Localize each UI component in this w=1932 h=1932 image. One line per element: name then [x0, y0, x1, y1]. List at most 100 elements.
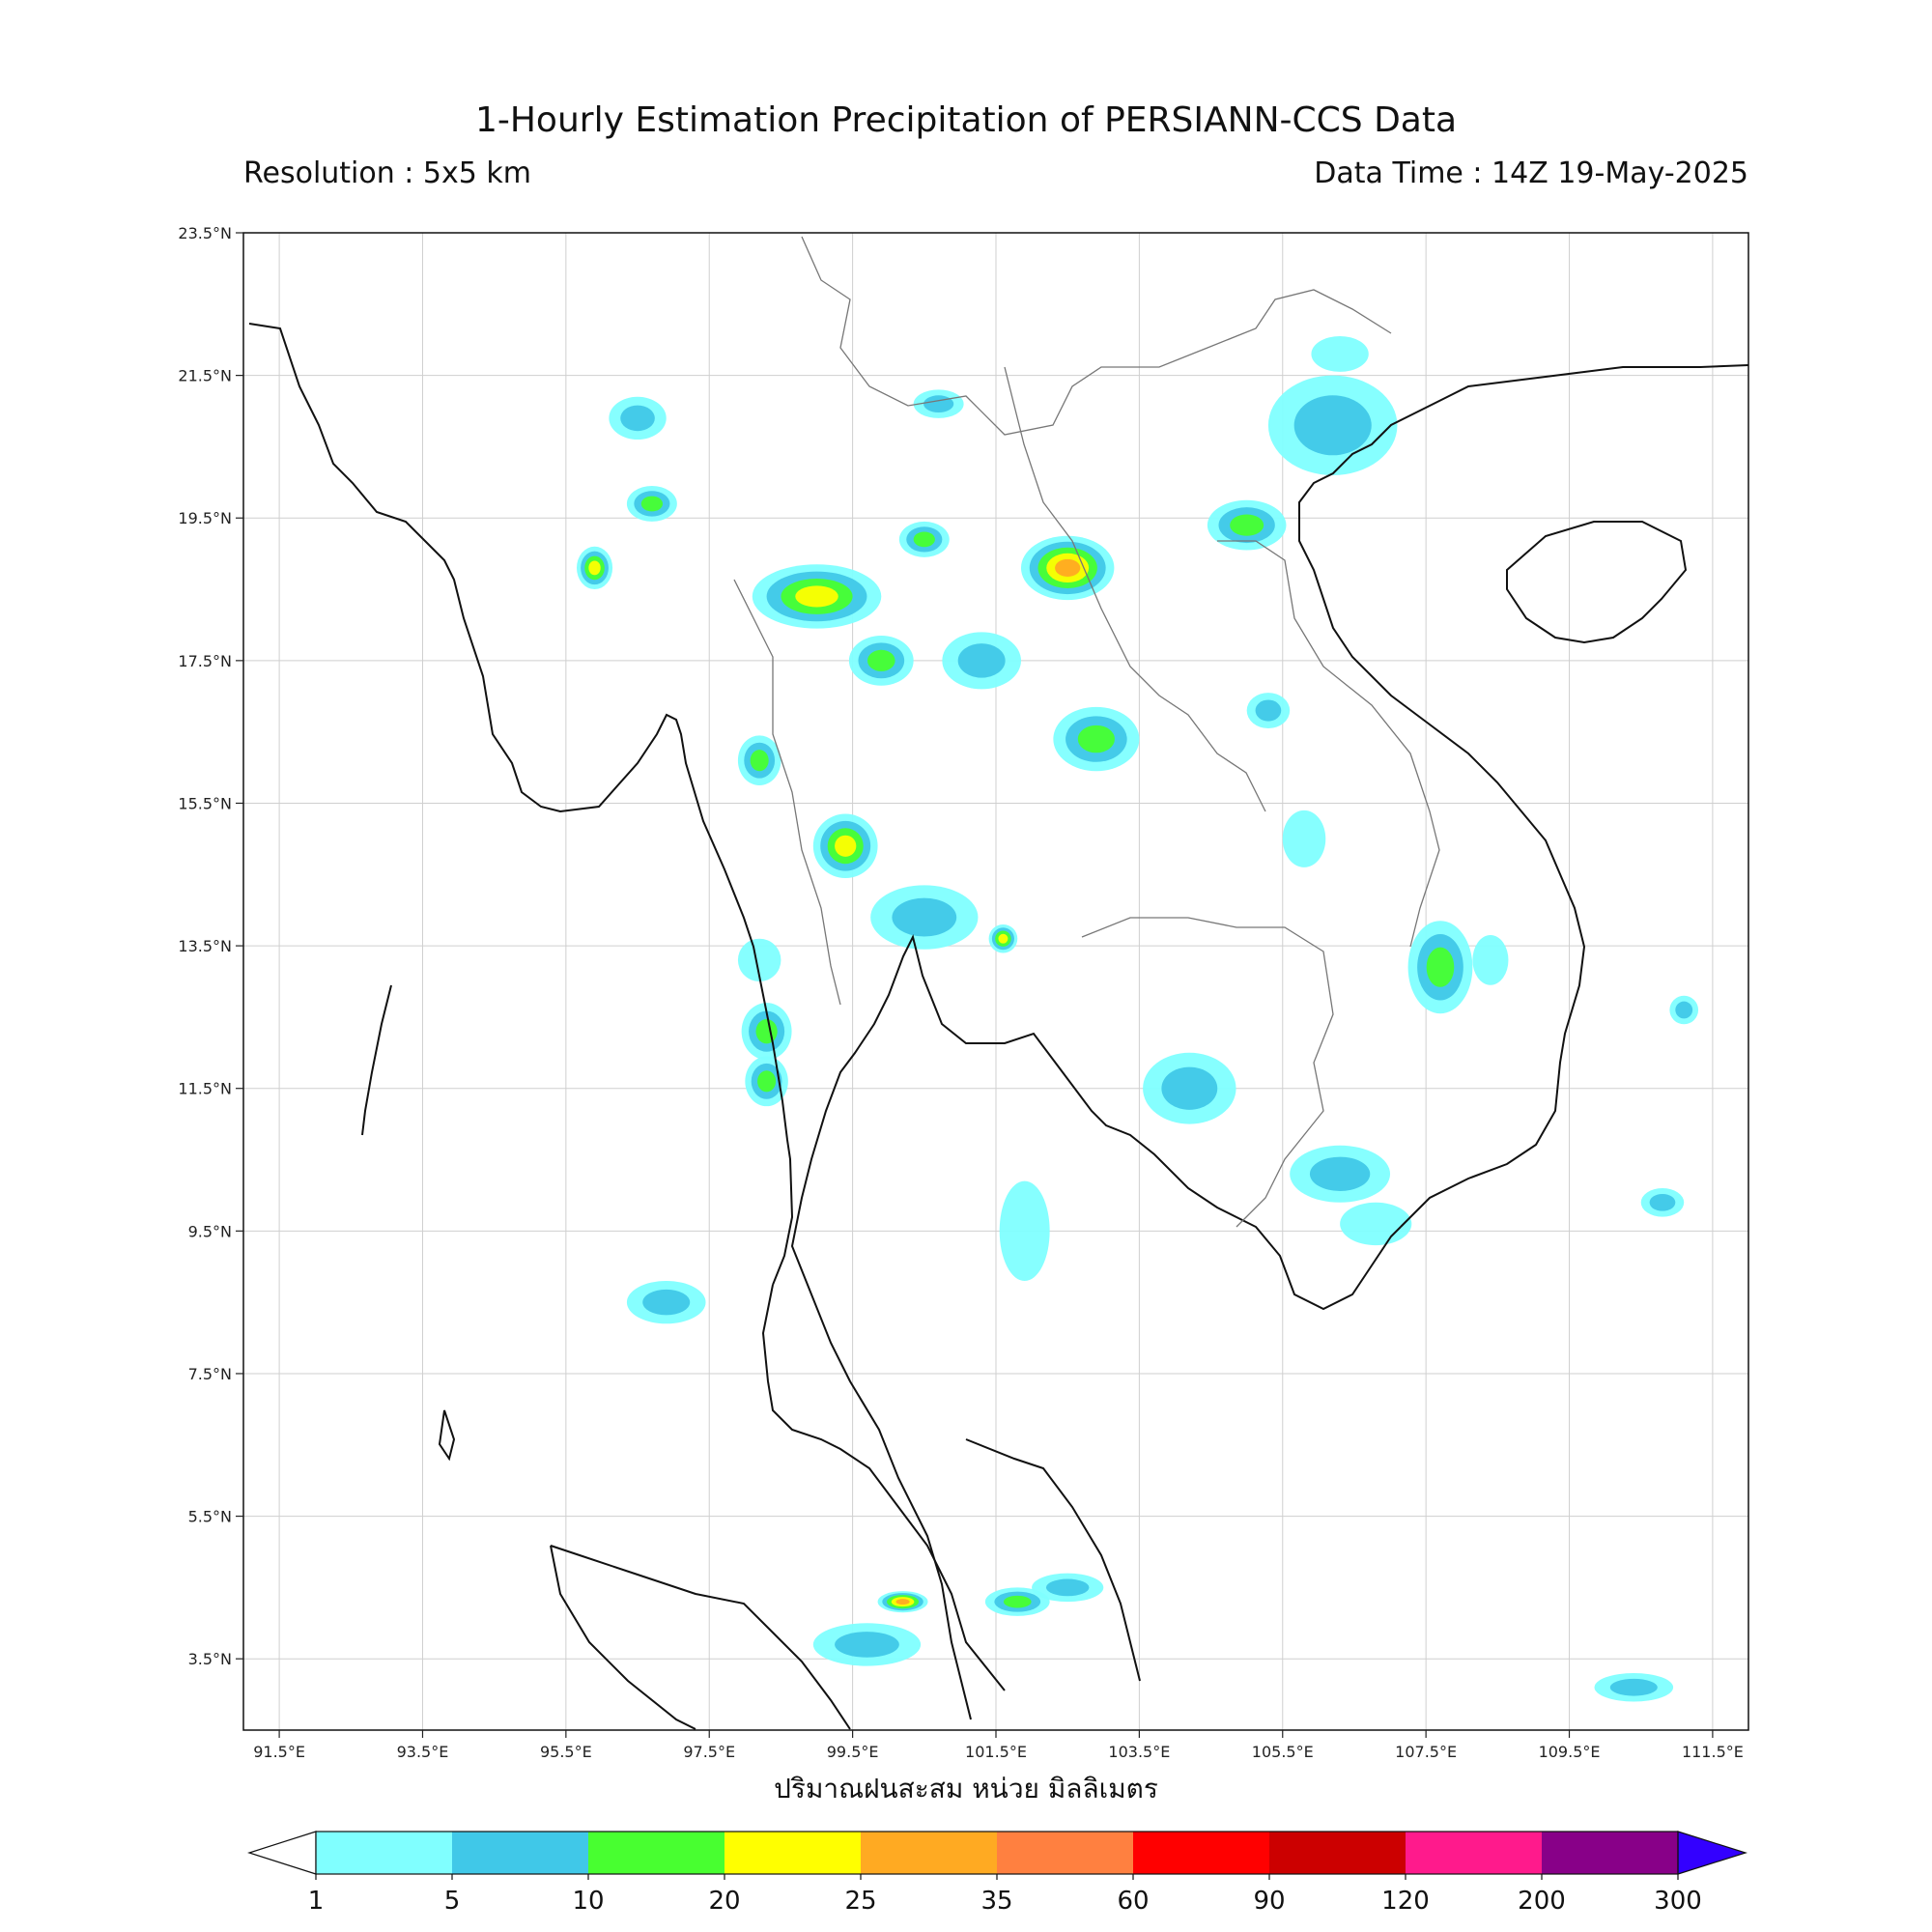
coastline-andaman: [361, 984, 392, 1136]
colorbar-segment: [452, 1832, 588, 1874]
lon-tick-label: 105.5°E: [1252, 1743, 1314, 1761]
rain-contour: [867, 649, 895, 671]
rain-cell: [609, 396, 667, 440]
rain-cell: [988, 923, 1018, 953]
colorbar-min-extension: [247, 1831, 317, 1875]
colorbar-segment: [1269, 1832, 1406, 1874]
lon-tick-label: 93.5°E: [397, 1743, 449, 1761]
border-china-myanmar: [801, 236, 1392, 436]
rain-cell: [576, 546, 613, 590]
rain-contour: [1230, 514, 1264, 536]
rain-cell: [1407, 921, 1473, 1014]
lon-tick-label: 111.5°E: [1682, 1743, 1744, 1761]
lat-tick-label: 3.5°N: [188, 1650, 232, 1668]
rain-cell: [812, 1623, 922, 1666]
lon-tick-label: 101.5°E: [965, 1743, 1027, 1761]
lat-tick-label: 13.5°N: [178, 937, 232, 955]
rain-cell: [898, 521, 950, 557]
rain-contour: [1311, 336, 1369, 372]
rain-cell: [1669, 995, 1699, 1025]
rain-cell: [999, 1180, 1050, 1282]
rain-contour: [737, 938, 781, 981]
rain-cell: [1640, 1188, 1685, 1217]
colorbar-label: 5: [444, 1887, 461, 1916]
x-axis-label: ปริมาณฝนสะสม หน่วย มิลลิเมตร: [774, 1773, 1158, 1804]
lat-tick-label: 15.5°N: [178, 794, 232, 812]
rain-cell: [1282, 810, 1326, 867]
rain-cell: [752, 564, 882, 629]
rain-cell: [1311, 336, 1369, 372]
rain-contour: [835, 1632, 899, 1658]
rain-cell: [741, 1003, 792, 1061]
coastline-nicobar: [438, 1409, 456, 1462]
rain-cell: [1143, 1052, 1236, 1124]
rain-contour: [1003, 1595, 1032, 1608]
coastline-vietnam: [1298, 364, 1748, 1228]
colorbar-label: 300: [1654, 1887, 1702, 1916]
rain-cell: [1290, 1145, 1391, 1203]
rain-cell: [1340, 1202, 1412, 1246]
lon-tick-label: 97.5°E: [683, 1743, 735, 1761]
colorbar-segment: [1133, 1832, 1269, 1874]
colorbar-label: 1: [308, 1887, 325, 1916]
graticule: [243, 233, 1748, 1730]
rain-contour: [755, 1019, 778, 1044]
rain-contour: [913, 531, 935, 548]
rain-contour: [1293, 395, 1372, 456]
rain-cell: [812, 813, 878, 878]
border-myanmar-thailand: [733, 579, 841, 1006]
rain-contour: [795, 585, 838, 608]
colorbar: 1 5 10 20 25 35 60 90 120 200 300: [247, 1831, 1748, 1916]
rain-cell: [737, 938, 781, 981]
rain-cell: [984, 1587, 1050, 1616]
rain-contour: [757, 1070, 777, 1093]
lon-tick-label: 103.5°E: [1108, 1743, 1170, 1761]
rain-contour: [1255, 699, 1282, 722]
rain-cell: [848, 636, 914, 686]
rain-contour: [1426, 947, 1455, 987]
rain-cell: [626, 486, 677, 522]
axis-ticks: 91.5°E 93.5°E 95.5°E 97.5°E 99.5°E 101.5°E 103…: [178, 224, 1743, 1761]
colorbar-label: 20: [708, 1887, 740, 1916]
rain-contour: [1472, 935, 1509, 985]
coastlines: [248, 323, 1748, 1730]
colorbar-label: 200: [1518, 1887, 1566, 1916]
rain-cell: [1020, 535, 1115, 601]
coastline-malaysia-east: [965, 1438, 1141, 1682]
rain-cell: [1246, 693, 1291, 728]
colorbar-label: 35: [980, 1887, 1012, 1916]
border-laos-thailand: [1004, 366, 1266, 812]
colorbar-label: 25: [844, 1887, 876, 1916]
rain-cell: [1267, 375, 1398, 475]
rain-contour: [640, 496, 664, 512]
lon-tick-label: 91.5°E: [253, 1743, 305, 1761]
colorbar-segment: [861, 1832, 997, 1874]
colorbar-label: 90: [1253, 1887, 1285, 1916]
lon-tick-label: 107.5°E: [1395, 1743, 1457, 1761]
rain-cell: [1032, 1573, 1104, 1603]
rain-contour: [588, 560, 601, 576]
lon-tick-label: 95.5°E: [540, 1743, 592, 1761]
rain-cell: [737, 735, 781, 786]
rain-contour: [1161, 1066, 1218, 1110]
lat-tick-label: 9.5°N: [188, 1222, 232, 1240]
rain-cells: [576, 336, 1699, 1702]
rain-contour: [1340, 1202, 1412, 1246]
colorbar-max-extension: [1677, 1831, 1748, 1875]
colorbar-segment: [1406, 1832, 1542, 1874]
rain-contour: [1077, 724, 1115, 753]
colorbar-label: 60: [1117, 1887, 1149, 1916]
rain-cell: [1053, 706, 1140, 772]
rain-contour: [750, 750, 769, 772]
rain-contour: [642, 1289, 691, 1316]
coastline-peninsula-west: [761, 1284, 1006, 1691]
rain-contour: [620, 405, 655, 432]
lat-tick-label: 17.5°N: [178, 652, 232, 670]
rain-contour: [1649, 1193, 1676, 1211]
coastline-sumatra: [550, 1545, 851, 1730]
lat-tick-label: 5.5°N: [188, 1508, 232, 1526]
rain-cell: [870, 885, 979, 950]
lat-tick-label: 23.5°N: [178, 224, 232, 242]
colorbar-label: 120: [1381, 1887, 1430, 1916]
